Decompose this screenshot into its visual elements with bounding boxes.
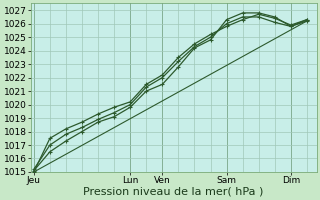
X-axis label: Pression niveau de la mer( hPa ): Pression niveau de la mer( hPa ) — [84, 187, 264, 197]
